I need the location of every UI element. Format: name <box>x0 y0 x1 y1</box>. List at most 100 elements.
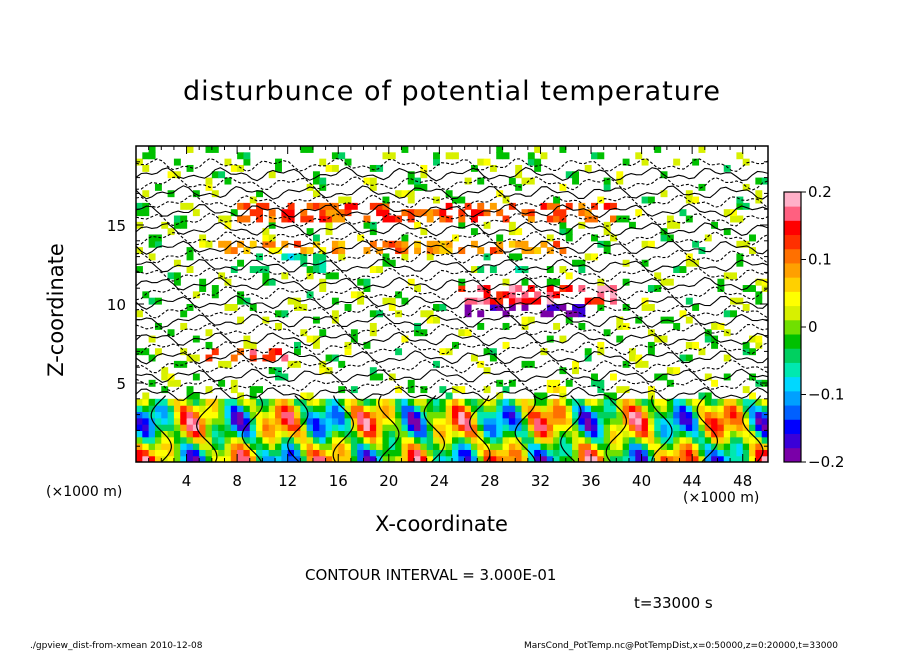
heatmap-cell <box>325 272 333 280</box>
heatmap-cell <box>268 449 276 457</box>
heatmap-cell <box>742 304 750 311</box>
heatmap-cell <box>180 436 188 444</box>
contour-line <box>605 395 627 462</box>
heatmap-cell <box>452 398 459 406</box>
heatmap-cell <box>515 449 523 457</box>
heatmap-cell <box>312 405 320 413</box>
heatmap-cell <box>262 411 270 419</box>
colorbar-tick-label: 0.2 <box>808 183 832 201</box>
heatmap-cell <box>584 405 592 413</box>
heatmap-cell <box>439 424 447 431</box>
heatmap-cell <box>426 443 434 450</box>
heatmap-cell <box>376 430 384 438</box>
contour-line <box>136 203 768 219</box>
heatmap-cell <box>338 398 346 406</box>
heatmap-cell <box>142 398 150 406</box>
heatmap-cell <box>388 449 396 457</box>
heatmap-cell <box>433 158 440 166</box>
heatmap-cell <box>350 424 358 431</box>
heatmap-cell <box>142 436 150 444</box>
heatmap-cell <box>755 297 763 305</box>
heatmap-cell <box>572 443 579 450</box>
heatmap-cell <box>161 411 169 419</box>
heatmap-cell <box>281 272 289 280</box>
heatmap-cell <box>142 449 150 457</box>
heatmap-cell <box>527 247 535 255</box>
heatmap-cell <box>502 215 510 223</box>
heatmap-cell <box>685 190 693 198</box>
heatmap-cell <box>616 417 624 425</box>
heatmap-cell <box>698 348 706 356</box>
heatmap-cell <box>515 164 523 172</box>
heatmap-cell <box>641 398 649 406</box>
heatmap-cell <box>635 417 643 425</box>
heatmap-cell <box>249 304 257 311</box>
heatmap-cell <box>717 322 725 330</box>
heatmap-cell <box>306 430 314 438</box>
heatmap-cell <box>287 398 295 406</box>
heatmap-cell <box>420 455 428 462</box>
heatmap-cell <box>755 379 763 387</box>
heatmap-cell <box>559 221 567 229</box>
colorbar-swatch <box>784 390 801 406</box>
heatmap-cell <box>470 240 478 248</box>
heatmap-cell <box>262 234 270 242</box>
heatmap-cell <box>622 158 630 166</box>
heatmap-cell <box>515 297 523 305</box>
heatmap-cell <box>180 430 188 438</box>
heatmap-cell <box>388 152 396 160</box>
heatmap-cell <box>749 443 756 450</box>
heatmap-cell <box>205 386 213 394</box>
heatmap-cell <box>736 411 744 419</box>
heatmap-cell <box>647 436 655 444</box>
heatmap-cell <box>578 259 586 267</box>
heatmap-cell <box>477 310 485 318</box>
colorbar-tick-label: −0.1 <box>808 386 844 404</box>
heatmap-cell <box>470 405 478 413</box>
heatmap-cell <box>496 449 504 457</box>
heatmap-cell <box>610 373 617 381</box>
heatmap-cell <box>717 405 725 413</box>
heatmap-cell <box>243 424 251 431</box>
heatmap-cell <box>357 291 365 299</box>
heatmap-cell <box>426 310 434 318</box>
heatmap-cell <box>515 253 523 261</box>
heatmap-cell <box>237 443 245 450</box>
heatmap-cell <box>698 398 706 406</box>
heatmap-cell <box>452 430 459 438</box>
heatmap-cell <box>180 405 188 413</box>
heatmap-cell <box>407 417 415 425</box>
heatmap-cell <box>591 436 598 444</box>
heatmap-cell <box>565 443 573 450</box>
heatmap-cell <box>483 209 491 217</box>
heatmap-cell <box>173 455 181 462</box>
heatmap-cell <box>723 228 731 236</box>
heatmap-cell <box>578 417 586 425</box>
heatmap-cell <box>224 215 232 223</box>
heatmap-cell <box>559 228 567 236</box>
heatmap-cell <box>458 443 466 450</box>
heatmap-cell <box>553 449 561 457</box>
heatmap-cell <box>761 405 768 413</box>
heatmap-cell <box>496 398 504 406</box>
heatmap-cell <box>565 411 573 419</box>
heatmap-cell <box>647 348 655 356</box>
heatmap-cell <box>660 417 668 425</box>
heatmap-cell <box>660 443 668 450</box>
colorbar-swatch <box>784 362 801 378</box>
heatmap-cell <box>445 455 453 462</box>
heatmap-cell <box>742 158 750 166</box>
heatmap-cell <box>180 310 188 318</box>
heatmap-cell <box>363 215 371 223</box>
heatmap-cell <box>641 196 649 204</box>
heatmap-cell <box>344 436 352 444</box>
heatmap-cell <box>603 417 611 425</box>
heatmap-cell <box>249 196 257 204</box>
heatmap-cell <box>534 291 542 299</box>
heatmap-cell <box>420 209 428 217</box>
heatmap-cell <box>717 443 725 450</box>
heatmap-cell <box>470 411 478 419</box>
heatmap-cell <box>243 335 251 343</box>
heatmap-cell <box>534 449 542 457</box>
